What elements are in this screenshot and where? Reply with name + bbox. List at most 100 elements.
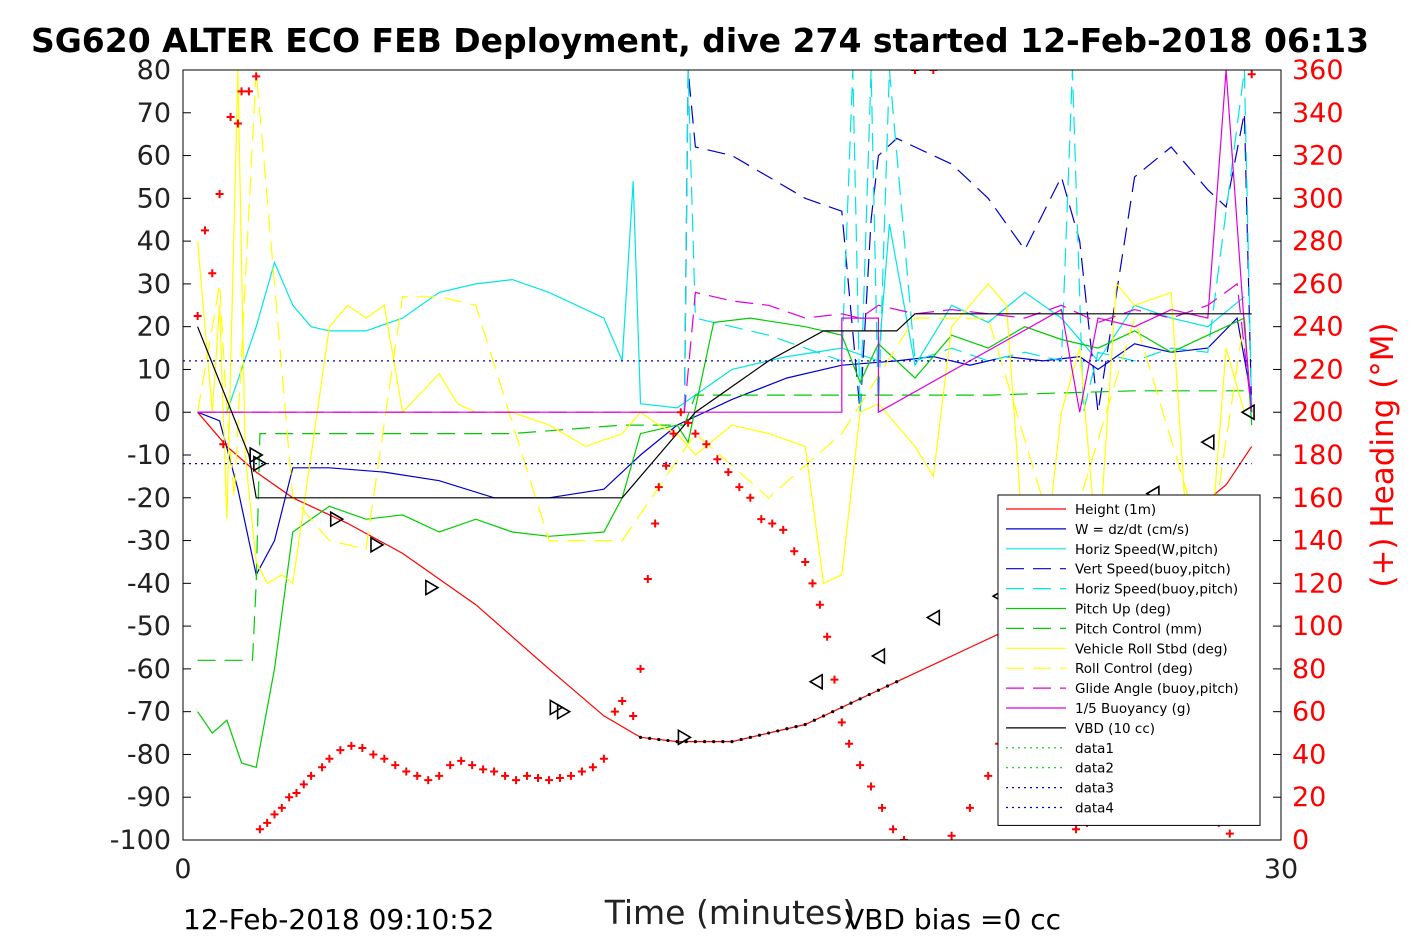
- heading-point: [878, 803, 887, 812]
- heading-point: [270, 810, 279, 819]
- depth-sample-dot: [684, 740, 688, 744]
- axes: 80706050403020100-10-20-30-40-50-60-70-8…: [110, 55, 1344, 885]
- y-tick-label-left: 10: [137, 354, 171, 385]
- heading-point: [369, 750, 378, 759]
- depth-sample-dot: [776, 729, 780, 733]
- series-line-w-dz-dt-cm-s: [197, 316, 1253, 577]
- heading-point: [468, 761, 477, 770]
- heading-point: [200, 226, 209, 235]
- heading-point: [629, 711, 638, 720]
- heading-point: [867, 782, 876, 791]
- depth-marker: [1240, 403, 1255, 421]
- heading-point: [193, 311, 202, 320]
- heading-point: [669, 429, 678, 438]
- legend: Height (1m) W = dz/dt (cm/s) Horiz Speed(W…: [997, 494, 1261, 826]
- heading-point: [691, 429, 700, 438]
- depth-sample-dot: [885, 684, 890, 688]
- depth-sample-dot: [876, 688, 881, 692]
- heading-point: [255, 825, 264, 834]
- heading-point: [215, 190, 224, 199]
- heading-point: [856, 761, 865, 770]
- heading-point: [643, 575, 652, 584]
- y-tick-label-left: 60: [137, 141, 171, 172]
- y-tick-label-right: 340: [1292, 98, 1344, 129]
- heading-point: [801, 557, 810, 566]
- y-tick-label-right: 260: [1292, 269, 1344, 300]
- y-tick-label-right: 320: [1292, 141, 1344, 172]
- depth-marker: [549, 698, 564, 716]
- depth-sample-dot: [840, 705, 844, 709]
- legend-label: data3: [1075, 781, 1114, 797]
- depth-sample-dot: [638, 735, 643, 739]
- heading-point: [654, 483, 663, 492]
- y-tick-label-left: -20: [127, 483, 171, 514]
- heading-point: [292, 788, 301, 797]
- legend-label: 1/5 Buoyancy (g): [1075, 701, 1191, 717]
- heading-point: [523, 771, 532, 780]
- y-tick-label-right: 60: [1292, 697, 1326, 728]
- heading-point: [435, 771, 444, 780]
- y-tick-label-left: -30: [127, 526, 171, 557]
- depth-sample-dot: [785, 727, 789, 731]
- depth-sample-dot: [858, 697, 862, 701]
- heading-point: [779, 525, 788, 534]
- heading-point: [534, 773, 543, 782]
- series-line-roll-control-deg: [197, 70, 1245, 564]
- depth-sample-dot: [794, 725, 798, 729]
- heading-point: [226, 113, 235, 122]
- chart-title: SG620 ALTER ECO FEB Deployment, dive 274…: [31, 21, 1369, 60]
- legend-label: data1: [1075, 741, 1114, 757]
- heading-point: [413, 771, 422, 780]
- depth-sample-dot: [849, 701, 853, 705]
- depth-sample-dot: [767, 731, 771, 735]
- y-tick-label-left: -90: [127, 782, 171, 813]
- heading-point: [1247, 70, 1256, 79]
- heading-point: [790, 547, 799, 556]
- y-tick-label-right: 160: [1292, 483, 1344, 514]
- heading-point: [618, 696, 627, 705]
- x-tick-label: 0: [174, 854, 191, 885]
- depth-sample-dot: [666, 738, 670, 743]
- heading-point: [746, 493, 755, 502]
- heading-point: [823, 632, 832, 641]
- heading-point: [929, 70, 938, 74]
- heading-point: [391, 761, 400, 770]
- heading-point: [208, 269, 217, 278]
- heading-point: [501, 771, 510, 780]
- y-tick-label-right: 220: [1292, 354, 1344, 385]
- heading-point: [1072, 825, 1081, 834]
- heading-point: [336, 746, 345, 755]
- x-tick-label: 30: [1264, 854, 1298, 885]
- depth-sample-dot: [812, 718, 816, 722]
- legend-box: [997, 494, 1261, 826]
- heading-point: [252, 72, 261, 81]
- heading-point: [768, 519, 777, 528]
- heading-point: [735, 483, 744, 492]
- series-line-1-5-buoyancy-g: [197, 70, 1253, 414]
- heading-point: [512, 776, 521, 785]
- depth-marker: [253, 455, 268, 472]
- y-tick-label-right: 140: [1292, 526, 1344, 557]
- y-tick-label-right: 280: [1292, 226, 1344, 257]
- heading-point: [845, 739, 854, 748]
- depth-sample-dot: [648, 736, 652, 741]
- depth-marker: [1200, 433, 1215, 451]
- heading-point: [233, 119, 242, 128]
- depth-marker: [370, 536, 385, 554]
- series-line-glide-angle-buoy-pitch: [197, 282, 1253, 413]
- depth-sample-dot: [702, 740, 707, 744]
- heading-point: [545, 776, 553, 785]
- heading-point: [347, 741, 356, 750]
- heading-point: [490, 767, 499, 776]
- depth-sample-dot: [867, 692, 871, 697]
- depth-sample-dot: [831, 710, 835, 714]
- depth-marker: [808, 673, 823, 691]
- heading-point: [651, 519, 660, 528]
- heading-point: [237, 87, 246, 96]
- heading-point: [588, 763, 597, 772]
- legend-label: W = dz/dt (cm/s): [1075, 522, 1189, 538]
- heading-point: [965, 803, 974, 812]
- depth-sample-dot: [657, 737, 661, 742]
- heading-point: [318, 763, 327, 772]
- y-tick-label-left: 40: [137, 226, 171, 257]
